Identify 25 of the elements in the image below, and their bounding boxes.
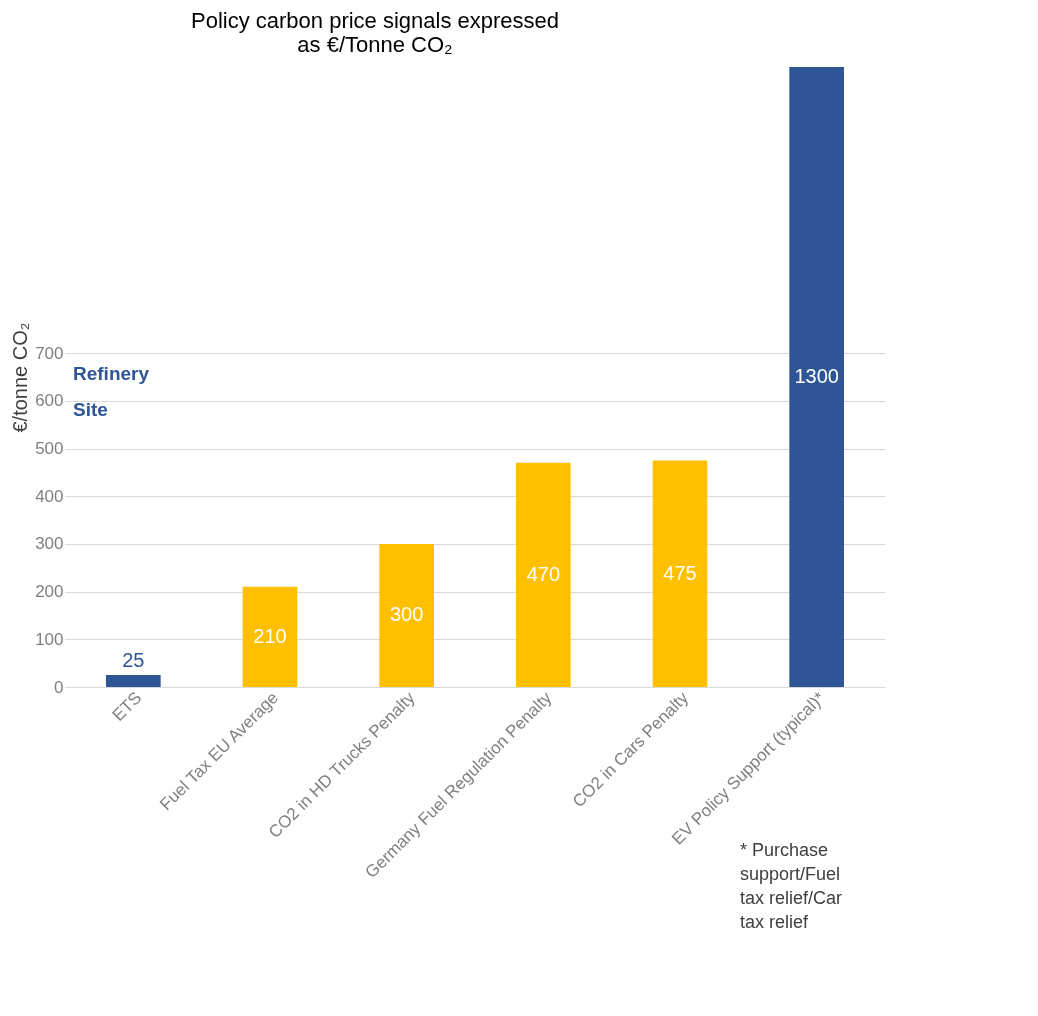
y-tick-label: 400 bbox=[35, 486, 64, 506]
annotation: Refinery Site bbox=[73, 362, 150, 420]
bar bbox=[242, 586, 298, 687]
y-tick-label: 200 bbox=[35, 582, 64, 602]
data-label: 470 bbox=[526, 562, 561, 585]
data-label: 210 bbox=[253, 624, 287, 647]
bar bbox=[106, 675, 161, 687]
bar bbox=[379, 543, 434, 687]
bar bbox=[789, 67, 844, 687]
text: Policy carbon price signals expressed bbox=[190, 8, 560, 33]
y-axis-title: €/tonne CO₂ bbox=[9, 322, 32, 433]
y-tick-label: 100 bbox=[35, 629, 64, 649]
bar bbox=[652, 460, 708, 687]
text: as €/Tonne CO₂ bbox=[297, 32, 453, 57]
data-label: 475 bbox=[663, 561, 697, 584]
y-tick-label: 0 bbox=[54, 677, 64, 697]
y-tick-label: 300 bbox=[35, 534, 64, 554]
data-label: 300 bbox=[389, 603, 424, 626]
text: * Purchase support/Fuel tax relief/Car tax relief bbox=[740, 840, 843, 932]
data-label: 25 bbox=[122, 649, 145, 672]
bar bbox=[516, 462, 571, 687]
y-tick-label: 500 bbox=[35, 439, 64, 459]
data-label: 1300 bbox=[794, 365, 839, 387]
y-tick-label: 600 bbox=[35, 391, 64, 411]
y-tick-label: 700 bbox=[35, 343, 64, 363]
